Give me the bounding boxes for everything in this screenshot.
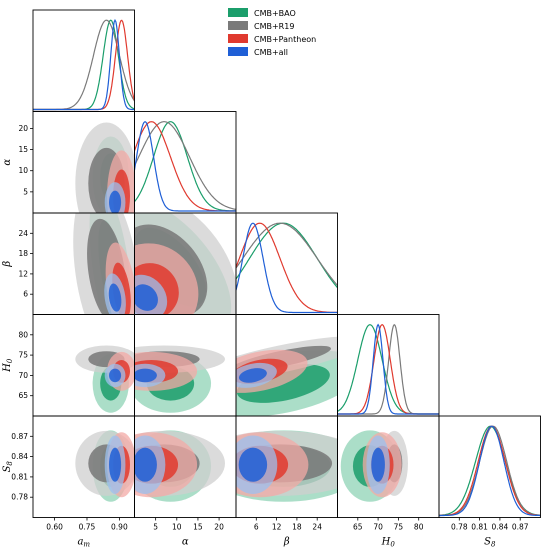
contour-68-CMB+all — [109, 368, 122, 383]
legend-label: CMB+R19 — [254, 22, 294, 31]
legend-swatch-CMB+Pantheon — [228, 34, 248, 43]
y-tick-label: 15 — [18, 145, 28, 154]
marginal-curve-CMB+R19 — [134, 121, 236, 210]
y-tick-label: 24 — [18, 229, 28, 238]
marginal-beta — [236, 222, 338, 314]
marginal-curve-CMB+all — [236, 222, 338, 314]
panel-am-H0 — [75, 345, 135, 413]
marginal-curve-CMB+Pantheon — [236, 222, 338, 313]
x-tick-label: 18 — [292, 523, 302, 532]
x-tick-label: 5 — [153, 523, 158, 532]
marginal-curve-CMB+all — [439, 425, 541, 517]
y-tick-label: 65 — [18, 391, 28, 400]
x-tick-label: 15 — [193, 523, 203, 532]
contour-68-CMB+all — [108, 283, 122, 312]
legend-label: CMB+all — [254, 48, 288, 57]
y-tick-label: 70 — [18, 371, 28, 380]
panels-layer — [33, 18, 541, 517]
x-axis-label: H0 — [381, 537, 396, 549]
x-tick-label: 0.81 — [471, 523, 488, 532]
marginal-curve-CMB+BAO — [33, 19, 135, 111]
x-tick-label: 0.75 — [79, 523, 96, 532]
x-tick-label: 70 — [373, 523, 383, 532]
x-tick-label: 24 — [312, 523, 322, 532]
contour-68-CMB+all — [109, 190, 122, 213]
x-tick-label: 65 — [353, 523, 363, 532]
panel-alpha-beta — [134, 213, 236, 315]
marginal-S8 — [439, 425, 541, 517]
y-tick-label: 0.84 — [11, 452, 28, 461]
x-axis-label: α — [182, 537, 189, 548]
panel-frame — [235, 212, 338, 315]
contour-68-CMB+all — [134, 368, 157, 383]
y-tick-label: 0.78 — [11, 493, 28, 502]
marginal-curve-CMB+all — [134, 121, 236, 212]
x-tick-label: 0.60 — [46, 523, 63, 532]
marginal-curve-CMB+R19 — [439, 425, 541, 517]
x-tick-label: 0.87 — [512, 523, 529, 532]
marginal-curve-CMB+BAO — [439, 425, 541, 516]
y-tick-label: 20 — [18, 124, 28, 133]
panel-beta-S8 — [236, 430, 338, 502]
y-axis-label: α — [2, 159, 13, 166]
y-tick-label: 6 — [23, 290, 28, 299]
y-tick-label: 0.87 — [11, 432, 28, 441]
marginal-curve-CMB+BAO — [134, 121, 236, 212]
x-tick-label: 12 — [272, 523, 282, 532]
y-tick-label: 10 — [18, 166, 28, 175]
legend: CMB+BAO CMB+R19 CMB+Pantheon CMB+all — [228, 8, 316, 57]
contour-68-CMB+all — [371, 447, 385, 482]
contour-68-CMB+all — [134, 284, 158, 311]
panel-frame — [438, 415, 541, 518]
marginal-curve-CMB+R19 — [236, 222, 338, 286]
marginal-H0 — [337, 323, 439, 415]
panel-am-alpha — [75, 122, 135, 213]
y-tick-label: 18 — [18, 249, 28, 258]
x-tick-label: 0.78 — [451, 523, 468, 532]
x-axis-label: S8 — [484, 537, 496, 549]
panel-alpha-S8 — [134, 430, 225, 502]
y-axis-label: H0 — [2, 358, 14, 373]
contour-68-CMB+all — [134, 447, 157, 482]
marginal-curve-CMB+R19 — [337, 323, 439, 415]
marginal-curve-CMB+Pantheon — [439, 425, 541, 517]
contour-68-CMB+all — [238, 368, 267, 383]
y-axis-label: β — [2, 261, 13, 268]
x-tick-label: 75 — [394, 523, 404, 532]
contour-68-CMB+all — [238, 447, 268, 482]
legend-swatch-CMB+BAO — [228, 8, 248, 17]
x-tick-label: 0.84 — [492, 523, 509, 532]
y-axis-label: S8 — [2, 461, 14, 473]
x-axis-label: am — [77, 537, 90, 549]
legend-label: CMB+BAO — [254, 9, 296, 18]
y-tick-label: 80 — [18, 330, 28, 339]
y-tick-label: 0.81 — [11, 472, 28, 481]
y-tick-label: 75 — [18, 351, 28, 360]
x-tick-label: 20 — [214, 523, 224, 532]
panel-am-S8 — [75, 430, 135, 502]
x-tick-label: 80 — [414, 523, 424, 532]
x-tick-label: 0.90 — [111, 523, 128, 532]
marginal-curve-CMB+all — [337, 323, 439, 415]
marginal-curve-CMB+all — [33, 18, 135, 111]
panel-H0-S8 — [340, 430, 408, 502]
legend-label: CMB+Pantheon — [254, 35, 316, 44]
legend-swatch-CMB+all — [228, 47, 248, 56]
x-axis-label: β — [283, 537, 290, 548]
x-tick-label: 10 — [172, 523, 182, 532]
marginal-alpha — [134, 121, 236, 212]
panel-alpha-H0 — [134, 345, 225, 413]
marginal-curve-CMB+BAO — [236, 222, 338, 289]
marginal-am — [33, 18, 135, 111]
y-tick-label: 5 — [23, 187, 28, 196]
panel-beta-H0 — [236, 336, 338, 416]
legend-swatch-CMB+R19 — [228, 21, 248, 30]
y-tick-label: 12 — [18, 269, 28, 278]
contour-68-CMB+all — [109, 447, 122, 482]
panel-frame — [134, 111, 237, 214]
x-tick-label: 6 — [254, 523, 259, 532]
panel-am-beta — [73, 213, 135, 315]
